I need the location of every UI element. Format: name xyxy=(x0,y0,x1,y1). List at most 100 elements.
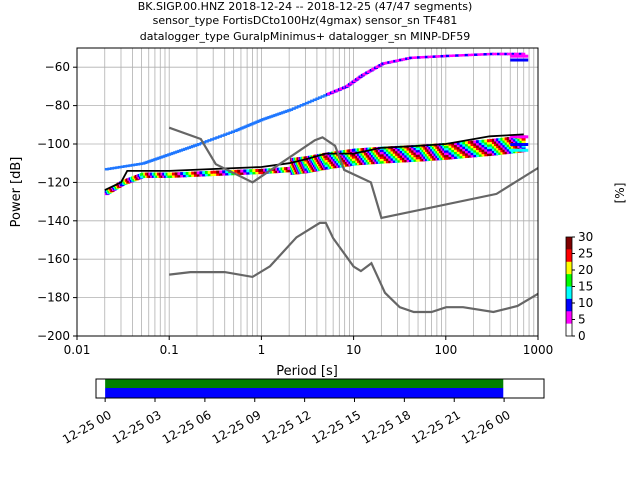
ppsd-cell xyxy=(381,158,386,162)
ppsd-cell xyxy=(413,154,418,158)
ppsd-cell xyxy=(504,141,509,145)
ppsd-cell-upper xyxy=(133,163,138,166)
ppsd-cell-upper xyxy=(315,97,320,100)
ppsd-cell xyxy=(188,171,193,175)
ppsd-cell-upper xyxy=(204,140,209,143)
y-axis-ticks: −200 −180 −160 −140 −120 −100 −80 −60 xyxy=(37,60,77,343)
ppsd-cell xyxy=(491,147,496,151)
x-tick-label: 0.1 xyxy=(160,343,179,357)
ppsd-cell xyxy=(392,155,397,159)
ppsd-cell-upper xyxy=(323,94,328,97)
ppsd-cell xyxy=(390,159,395,163)
ppsd-cell xyxy=(399,157,404,161)
ppsd-cell xyxy=(399,154,404,158)
ppsd-cell xyxy=(491,150,496,154)
ppsd-cell xyxy=(404,152,409,156)
ppsd-cell xyxy=(411,152,416,155)
ppsd-cell xyxy=(498,138,503,142)
ppsd-cell xyxy=(397,159,402,163)
ppsd-cell xyxy=(246,169,251,173)
ppsd-cell xyxy=(496,149,501,153)
ppsd-cell xyxy=(385,155,390,159)
ppsd-cell xyxy=(415,156,420,160)
ppsd-cell-upper xyxy=(220,134,225,137)
ppsd-cell xyxy=(406,149,411,153)
ppsd-cell xyxy=(481,153,486,157)
colorbar-segment xyxy=(566,286,572,300)
ppsd-cell xyxy=(494,138,499,142)
ppsd-cell xyxy=(385,157,390,161)
ppsd-cell xyxy=(456,146,461,150)
ppsd-cell xyxy=(219,172,224,176)
ppsd-cell xyxy=(171,172,176,176)
ppsd-cell xyxy=(487,141,492,145)
ppsd-cell-upper xyxy=(511,52,516,56)
ppsd-cell xyxy=(513,140,518,144)
ppsd-cell xyxy=(519,137,524,141)
ppsd-cell-upper xyxy=(312,98,317,102)
ppsd-cell xyxy=(465,141,470,145)
ppsd-cell xyxy=(222,170,227,174)
colorbar-tick-label: 10 xyxy=(578,296,593,310)
coverage-tick-label: 12-25 15 xyxy=(309,408,363,447)
ppsd-cell xyxy=(470,154,475,158)
ppsd-cell xyxy=(470,152,475,156)
ppsd-cell-upper xyxy=(289,108,294,111)
ppsd-cell xyxy=(199,173,204,177)
ppsd-cell-upper xyxy=(422,55,427,59)
ppsd-cell xyxy=(395,150,400,154)
ppsd-cell xyxy=(500,146,505,150)
ppsd-cell xyxy=(213,172,218,176)
ppsd-cell xyxy=(500,149,505,153)
series-line-median xyxy=(104,133,524,191)
ppsd-cell-upper xyxy=(210,138,215,141)
ppsd-cell-upper xyxy=(486,52,491,56)
ppsd-cell xyxy=(494,152,499,156)
ppsd-cell-upper xyxy=(207,139,212,142)
ppsd-cell-upper xyxy=(483,53,488,56)
ppsd-cell xyxy=(481,144,486,148)
ppsd-cell xyxy=(411,156,416,160)
ppsd-cell xyxy=(395,157,400,161)
ppsd-cell-upper xyxy=(489,52,494,56)
ppsd-cell-upper xyxy=(115,166,120,169)
x-tick-label: 0.01 xyxy=(64,343,91,357)
ppsd-cell xyxy=(467,152,472,156)
ppsd-cell-upper xyxy=(443,54,448,58)
ppsd-cell xyxy=(462,145,467,149)
ppsd-cell xyxy=(462,143,467,147)
ppsd-cell xyxy=(508,139,513,143)
ppsd-cell xyxy=(473,142,478,146)
ppsd-cell xyxy=(500,137,505,141)
ppsd-cell xyxy=(406,147,411,151)
colorbar: 0 5 10 15 20 25 30 xyxy=(565,230,593,343)
ppsd-cell xyxy=(459,146,464,150)
ppsd-cell xyxy=(465,154,470,158)
ppsd-cell xyxy=(454,155,459,159)
ppsd-cell-upper xyxy=(215,136,220,139)
grid xyxy=(76,48,538,337)
ppsd-cell xyxy=(216,172,221,176)
ppsd-cell xyxy=(258,168,263,172)
ppsd-cell xyxy=(506,143,511,147)
ppsd-cell xyxy=(395,159,400,163)
ppsd-cell xyxy=(510,150,515,154)
ppsd-cell-upper xyxy=(136,163,141,166)
ppsd-cell xyxy=(451,156,456,160)
ppsd-cell-upper xyxy=(304,101,309,105)
ppsd-cell-upper xyxy=(294,106,299,109)
ppsd-cell xyxy=(513,145,518,149)
ppsd-cell xyxy=(406,154,411,158)
ppsd-cell xyxy=(404,159,409,163)
ppsd-cell xyxy=(478,153,483,157)
ppsd-cell xyxy=(459,150,464,154)
ppsd-cell xyxy=(395,155,400,159)
ppsd-cell xyxy=(504,148,509,152)
ppsd-cell xyxy=(489,150,494,154)
ppsd-cell xyxy=(498,151,503,155)
ppsd-cell xyxy=(397,157,402,161)
ppsd-cell-upper xyxy=(310,99,315,103)
colorbar-segment xyxy=(566,261,572,275)
ppsd-cell xyxy=(445,149,450,153)
ppsd-cell xyxy=(521,139,526,143)
